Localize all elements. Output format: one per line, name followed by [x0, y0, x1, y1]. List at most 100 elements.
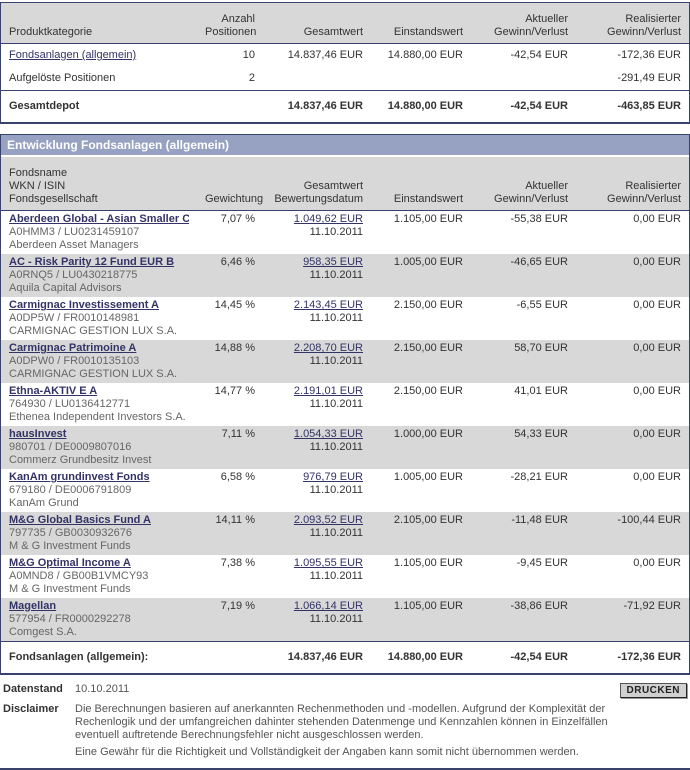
- fund-name-link[interactable]: AC - Risk Parity 12 Fund EUR B: [9, 256, 175, 268]
- fund-wkn-isin: A0MND8 / GB00B1VMCY93: [9, 570, 149, 582]
- fund-weight: 7,07 %: [220, 213, 255, 225]
- fund-current-pl: -55,38 EUR: [510, 213, 568, 225]
- fund-cost: 1.005,00 EUR: [393, 471, 463, 483]
- fund-name-cell: Carmignac Patrimoine A A0DPW0 / FR001013…: [1, 340, 197, 383]
- summary-header-realisierter-gewinn-verlust: Realisierter Gewinn/Verlust: [576, 3, 689, 43]
- fund-company: Aquila Capital Advisors: [9, 282, 122, 294]
- fund-name-link[interactable]: Carmignac Patrimoine A: [9, 342, 137, 354]
- fund-value-link[interactable]: 976,79 EUR: [303, 471, 363, 483]
- fund-wkn-isin: A0DPW0 / FR0010135103: [9, 355, 140, 367]
- fund-value-link[interactable]: 2.093,52 EUR: [293, 514, 363, 526]
- fund-name-link[interactable]: KanAm grundinvest Fonds: [9, 471, 150, 483]
- summary-realized-pl: -172,36 EUR: [617, 49, 681, 61]
- summary-row-fondsanlagen: Fondsanlagen (allgemein) 10 14.837,46 EU…: [1, 44, 689, 67]
- funds-footer-cost: 14.880,00 EUR: [387, 651, 463, 663]
- fund-value-cell: 2.143,45 EUR 11.10.2011: [263, 297, 371, 340]
- fund-current-pl: -6,55 EUR: [516, 299, 568, 311]
- fund-value-link[interactable]: 2.191,01 EUR: [293, 385, 363, 397]
- fund-current-pl: -11,48 EUR: [511, 514, 568, 526]
- summary-header-gesamtwert: Gesamtwert: [263, 16, 371, 43]
- fund-weight: 14,77 %: [214, 385, 255, 397]
- fund-name-link[interactable]: hausInvest: [9, 428, 67, 440]
- fund-row: M&G Global Basics Fund A 797735 / GB0030…: [1, 512, 689, 555]
- header-line: Einstandswert: [393, 193, 463, 205]
- empty-cell: [197, 91, 263, 122]
- summary-current-pl: -42,54 EUR: [510, 49, 568, 61]
- fund-value-link[interactable]: 958,35 EUR: [303, 256, 363, 268]
- summary-product-label: Aufgelöste Positionen: [9, 72, 116, 84]
- summary-header-anzahl-positionen: Anzahl Positionen: [197, 3, 263, 43]
- fund-name-cell: Ethna-AKTIV E A 764930 / LU0136412771 Et…: [1, 383, 197, 426]
- fund-wkn-isin: A0HMM3 / LU0231459107: [9, 226, 140, 238]
- fund-valuation-date: 11.10.2011: [309, 398, 363, 410]
- gesamtdepot-current-pl: -42,54 EUR: [510, 100, 568, 112]
- datenstand-value: 10.10.2011: [75, 683, 130, 695]
- fund-row: Magellan 577954 / FR0000292278 Comgest S…: [1, 598, 689, 641]
- fund-cost: 1.105,00 EUR: [393, 557, 463, 569]
- fund-name-link[interactable]: Carmignac Investissement A: [9, 299, 159, 311]
- disclaimer-note: Eine Gewähr für die Richtigkeit und Voll…: [75, 746, 579, 758]
- header-line: Produktkategorie: [9, 26, 93, 38]
- fund-value-cell: 976,79 EUR 11.10.2011: [263, 469, 371, 512]
- fund-cost: 1.005,00 EUR: [393, 256, 463, 268]
- fund-name-link[interactable]: Ethna-AKTIV E A: [9, 385, 98, 397]
- summary-count: 10: [242, 49, 255, 61]
- fondsanlagen-allgemein-link[interactable]: Fondsanlagen (allgemein): [9, 49, 137, 61]
- fund-row: KanAm grundinvest Fonds 679180 / DE00067…: [1, 469, 689, 512]
- fund-current-pl: -38,86 EUR: [510, 600, 568, 612]
- fund-value-link[interactable]: 2.208,70 EUR: [293, 342, 363, 354]
- print-button[interactable]: DRUCKEN: [619, 683, 687, 698]
- fund-wkn-isin: A0RNQ5 / LU0430218775: [9, 269, 138, 281]
- funds-table-body: Aberdeen Global - Asian Smaller C... A0H…: [1, 211, 689, 641]
- fund-cost: 2.150,00 EUR: [393, 342, 463, 354]
- fund-name-link[interactable]: Magellan: [9, 600, 57, 612]
- fund-row: Ethna-AKTIV E A 764930 / LU0136412771 Et…: [1, 383, 689, 426]
- fund-value-link[interactable]: 2.143,45 EUR: [293, 299, 363, 311]
- funds-footer-label: Fondsanlagen (allgemein):: [9, 651, 149, 663]
- header-line: WKN / ISIN: [9, 180, 66, 192]
- fund-weight: 14,45 %: [214, 299, 255, 311]
- fund-current-pl: 41,01 EUR: [514, 385, 568, 397]
- fund-name-link[interactable]: Aberdeen Global - Asian Smaller C...: [9, 213, 189, 225]
- fund-realized-pl: -100,44 EUR: [617, 514, 681, 526]
- fund-cost: 2.150,00 EUR: [393, 385, 463, 397]
- fund-company: CARMIGNAC GESTION LUX S.A.: [9, 368, 178, 380]
- fund-weight: 6,58 %: [220, 471, 255, 483]
- funds-footer-realized-pl: -172,36 EUR: [617, 651, 681, 663]
- empty-cell: [197, 642, 263, 673]
- fund-company: CARMIGNAC GESTION LUX S.A.: [9, 325, 178, 337]
- summary-cost: 14.880,00 EUR: [387, 49, 463, 61]
- header-line: Bewertungsdatum: [274, 193, 363, 205]
- fund-current-pl: -46,65 EUR: [510, 256, 568, 268]
- fund-name-link[interactable]: M&G Global Basics Fund A: [9, 514, 151, 526]
- fund-weight: 6,46 %: [220, 256, 255, 268]
- gesamtdepot-label: Gesamtdepot: [9, 100, 80, 112]
- funds-header-gesamtwert-bewertungsdatum: Gesamtwert Bewertungsdatum: [263, 170, 371, 210]
- fund-realized-pl: 0,00 EUR: [633, 299, 681, 311]
- funds-header-gewichtung: Gewichtung: [197, 183, 263, 210]
- fund-weight: 7,11 %: [221, 428, 255, 440]
- summary-header-produktkategorie: Produktkategorie: [1, 16, 197, 43]
- fund-name-cell: Carmignac Investissement A A0DP5W / FR00…: [1, 297, 197, 340]
- fund-row: AC - Risk Parity 12 Fund EUR B A0RNQ5 / …: [1, 254, 689, 297]
- disclaimer-text: Die Berechnungen basieren auf anerkannte…: [75, 703, 608, 741]
- fund-valuation-date: 11.10.2011: [309, 269, 363, 281]
- fund-name-cell: M&G Optimal Income A A0MND8 / GB00B1VMCY…: [1, 555, 197, 598]
- fund-value-link[interactable]: 1.066,14 EUR: [293, 600, 363, 612]
- fund-value-link[interactable]: 1.049,62 EUR: [293, 213, 363, 225]
- fund-current-pl: -9,45 EUR: [516, 557, 568, 569]
- fund-wkn-isin: 797735 / GB0030932676: [9, 527, 132, 539]
- fund-company: Comgest S.A.: [9, 626, 77, 638]
- summary-current-pl: [471, 67, 576, 90]
- disclaimer-text-block: Die Berechnungen basieren auf anerkannte…: [75, 703, 653, 763]
- fund-cost: 1.000,00 EUR: [393, 428, 463, 440]
- header-line: Gewichtung: [205, 193, 264, 205]
- fund-wkn-isin: 679180 / DE0006791809: [9, 484, 132, 496]
- fund-value-cell: 1.049,62 EUR 11.10.2011: [263, 211, 371, 254]
- section-title: Entwicklung Fondsanlagen (allgemein): [1, 135, 689, 157]
- summary-header-einstandswert: Einstandswert: [371, 16, 471, 43]
- fund-value-link[interactable]: 1.054,33 EUR: [293, 428, 363, 440]
- fund-name-link[interactable]: M&G Optimal Income A: [9, 557, 131, 569]
- fund-value-link[interactable]: 1.095,55 EUR: [293, 557, 363, 569]
- fund-name-cell: Magellan 577954 / FR0000292278 Comgest S…: [1, 598, 197, 641]
